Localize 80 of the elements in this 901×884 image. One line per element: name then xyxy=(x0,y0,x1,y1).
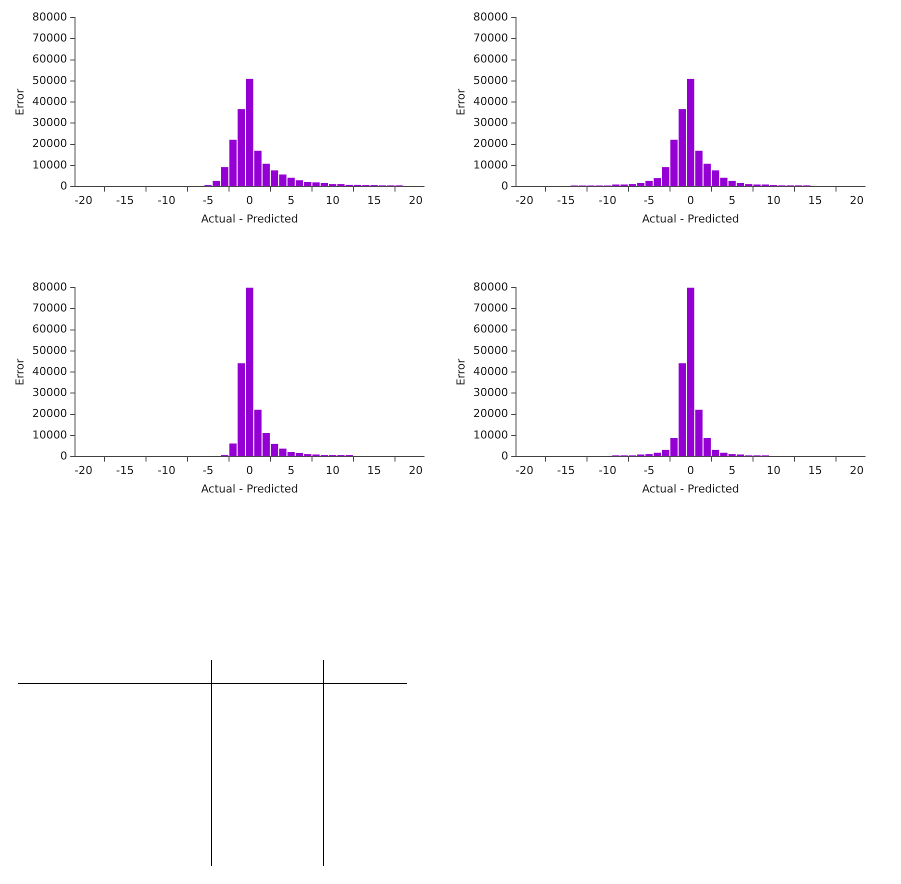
y-axis-title: Error xyxy=(13,358,26,386)
x-tick-label: 5 xyxy=(728,464,736,478)
y-tick-label: 70000 xyxy=(473,302,508,315)
y-tick-label: 60000 xyxy=(32,322,68,336)
x-tick-label: 20 xyxy=(850,464,864,478)
y-tick-label: 10000 xyxy=(473,158,508,172)
x-tick-label: 0 xyxy=(687,464,694,478)
x-tick-label: -10 xyxy=(158,194,176,208)
x-tick-label: 0 xyxy=(246,194,254,208)
y-tick-label: 20000 xyxy=(32,407,68,420)
y-tick-label: 30000 xyxy=(32,116,68,130)
y-tick-label: 60000 xyxy=(32,52,68,66)
y-tick-label: 0 xyxy=(60,179,68,192)
y-tick-label: 30000 xyxy=(32,386,68,400)
y-tick-label: 50000 xyxy=(32,344,68,357)
x-tick-label: 15 xyxy=(367,194,382,208)
y-axis-title: Error xyxy=(454,88,468,116)
x-tick-label: -20 xyxy=(516,464,534,478)
y-tick-label: 20000 xyxy=(473,407,508,420)
x-tick-label: 10 xyxy=(766,194,781,208)
x-tick-label: 20 xyxy=(408,194,423,208)
y-tick-label: 10000 xyxy=(473,428,508,442)
x-axis-title: Actual - Predicted xyxy=(642,212,740,226)
y-tick-label: 10000 xyxy=(32,428,68,442)
x-tick-label: -5 xyxy=(202,194,214,208)
x-tick-label: 10 xyxy=(326,464,340,478)
x-tick-label: -5 xyxy=(202,464,214,478)
x-tick-label: 10 xyxy=(326,194,340,208)
x-tick-label: -20 xyxy=(74,194,92,208)
y-tick-label: 80000 xyxy=(32,280,68,294)
x-axis-title: Actual - Predicted xyxy=(201,212,298,226)
x-tick-label: -5 xyxy=(644,464,655,478)
y-tick-label: 80000 xyxy=(32,10,68,24)
x-axis-title: Actual - Predicted xyxy=(642,482,740,496)
y-tick-label: 0 xyxy=(60,449,68,462)
y-axis-title: Error xyxy=(13,88,26,116)
y-tick-label: 40000 xyxy=(32,364,68,378)
x-tick-label: -15 xyxy=(557,194,576,208)
y-tick-label: 80000 xyxy=(473,280,508,294)
x-tick-label: -10 xyxy=(598,464,617,478)
x-tick-label: 5 xyxy=(288,194,295,208)
x-tick-label: -5 xyxy=(644,194,655,208)
y-tick-label: 50000 xyxy=(473,344,508,357)
x-tick-label: -20 xyxy=(74,464,92,478)
x-tick-label: -15 xyxy=(116,464,134,478)
x-tick-label: 15 xyxy=(367,464,382,478)
y-tick-label: 30000 xyxy=(473,116,508,130)
y-tick-label: 40000 xyxy=(473,94,508,108)
x-tick-label: -10 xyxy=(598,194,617,208)
x-tick-label: -10 xyxy=(158,464,176,478)
x-tick-label: 15 xyxy=(808,464,822,478)
x-tick-label: 20 xyxy=(408,464,423,478)
y-tick-label: 70000 xyxy=(473,32,508,45)
y-tick-label: 70000 xyxy=(32,302,68,315)
y-tick-label: 40000 xyxy=(32,94,68,108)
x-tick-label: -15 xyxy=(116,194,134,208)
x-tick-label: 0 xyxy=(687,194,694,208)
x-tick-label: 0 xyxy=(246,464,254,478)
y-tick-label: 10000 xyxy=(32,158,68,172)
y-tick-label: 60000 xyxy=(473,52,508,66)
y-tick-label: 20000 xyxy=(32,137,68,150)
y-tick-label: 40000 xyxy=(473,364,508,378)
y-tick-label: 20000 xyxy=(473,137,508,150)
x-tick-label: 5 xyxy=(288,464,295,478)
y-tick-label: 50000 xyxy=(473,74,508,87)
x-axis-title: Actual - Predicted xyxy=(201,482,298,496)
y-tick-label: 60000 xyxy=(473,322,508,336)
y-axis-title: Error xyxy=(454,358,468,386)
x-tick-label: 5 xyxy=(728,194,736,208)
x-tick-label: 10 xyxy=(766,464,781,478)
x-tick-label: 15 xyxy=(808,194,822,208)
y-tick-label: 0 xyxy=(501,449,508,462)
y-tick-label: 50000 xyxy=(32,74,68,87)
y-tick-label: 0 xyxy=(501,179,508,192)
x-tick-label: 20 xyxy=(850,194,864,208)
x-tick-label: -15 xyxy=(557,464,576,478)
y-tick-label: 30000 xyxy=(473,386,508,400)
y-tick-label: 70000 xyxy=(32,32,68,45)
x-tick-label: -20 xyxy=(516,194,534,208)
y-tick-label: 80000 xyxy=(473,10,508,24)
